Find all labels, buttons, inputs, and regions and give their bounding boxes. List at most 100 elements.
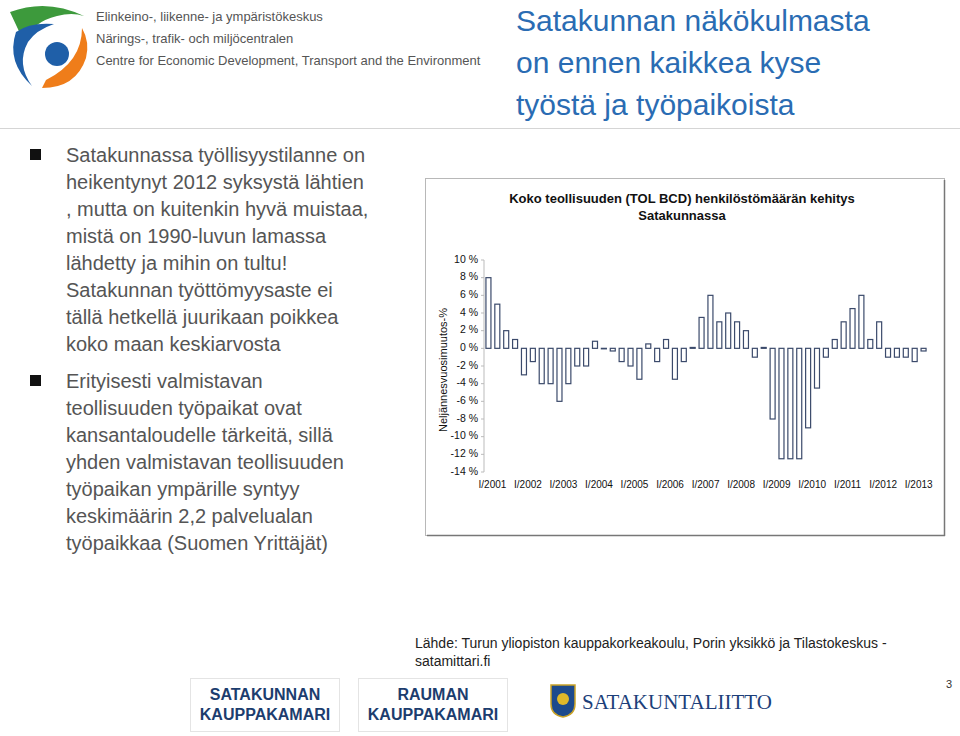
headline-line: työstä ja työpaikoista [516, 84, 870, 126]
x-tick-label: I/2007 [692, 479, 720, 490]
logo-text: RAUMAN [359, 685, 507, 705]
bar [530, 348, 535, 361]
page: { "header": { "lines": [ "Elinkeino-, li… [0, 0, 960, 736]
y-tick-label: -4 % [456, 376, 478, 388]
bullet-list: Satakunnassa työllisyystilanne on heiken… [30, 142, 370, 567]
bar [521, 348, 526, 375]
y-tick [481, 383, 484, 384]
x-tick-label: I/2013 [905, 479, 933, 490]
bar [548, 348, 553, 383]
headline: Satakunnan näkökulmastaon ennen kaikkea … [516, 0, 870, 126]
y-tick-label: 4 % [460, 306, 478, 318]
frame-shadow-bottom [427, 535, 945, 537]
crest-shield [551, 685, 575, 717]
y-tick-label: -2 % [456, 359, 478, 371]
y-tick [481, 313, 484, 314]
logo-text: SATAKUNNAN [191, 685, 339, 705]
logo-satakunnan-kauppakamari: SATAKUNNANKAUPPAKAMARI [190, 678, 340, 732]
y-tick [481, 295, 484, 296]
satakuntaliitto-crest [550, 684, 576, 718]
bar [743, 331, 748, 349]
y-tick-label: 2 % [460, 323, 478, 335]
bar [690, 347, 695, 349]
bar [921, 348, 926, 351]
y-tick [481, 419, 484, 420]
bullet-item: Satakunnassa työllisyystilanne on heiken… [30, 142, 370, 358]
bar [664, 340, 669, 349]
header-line: Närings-, trafik- och miljöcentralen [96, 28, 480, 50]
logo-rauman-kauppakamari: RAUMANKAUPPAKAMARI [358, 678, 508, 732]
bar [637, 348, 642, 379]
bar [877, 322, 882, 349]
bars [486, 278, 926, 459]
bar [770, 348, 775, 419]
y-tick-label: -10 % [451, 429, 478, 441]
bar [681, 348, 686, 361]
x-tick-label: I/2004 [585, 479, 613, 490]
x-tick-label: I/2011 [834, 479, 861, 490]
bullet-marker [30, 149, 41, 160]
x-tick-label: I/2006 [656, 479, 684, 490]
bar [726, 313, 731, 348]
frame-shadow-right [944, 180, 946, 536]
bar [513, 340, 518, 349]
chart-title: Koko teollisuuden (TOL BCD) henkilöstömä… [477, 190, 887, 224]
bar [717, 322, 722, 349]
header-divider [0, 128, 960, 129]
bar [832, 340, 837, 349]
bar [539, 348, 544, 383]
y-tick-label: 6 % [460, 288, 478, 300]
bar [788, 348, 793, 458]
bar [815, 348, 820, 388]
bar [912, 348, 917, 361]
bar [859, 295, 864, 348]
x-tick-label: I/2002 [514, 479, 542, 490]
y-tick-label: 8 % [460, 270, 478, 282]
bar [735, 322, 740, 349]
logo-text: KAUPPAKAMARI [191, 705, 339, 725]
logo-dot [45, 42, 69, 66]
logo-orange [42, 28, 87, 88]
bar [601, 348, 606, 350]
y-axis-label: Neljännesvuosimuutos-% [437, 308, 449, 432]
x-tick-label: I/2009 [763, 479, 791, 490]
x-tick-label: I/2005 [621, 479, 649, 490]
bar [894, 348, 899, 357]
y-tick [481, 260, 484, 261]
y-tick [481, 348, 484, 349]
bar [486, 278, 491, 349]
bar [699, 317, 704, 348]
bar [584, 348, 589, 366]
y-tick [481, 472, 484, 473]
bullet-text: Satakunnassa työllisyystilanne on heiken… [66, 142, 370, 358]
bar [655, 348, 660, 361]
bar [886, 348, 891, 357]
x-tick-label: I/2010 [798, 479, 826, 490]
bar [593, 341, 598, 348]
y-tick-label: -8 % [456, 412, 478, 424]
chart: -14 %-12 %-10 %-8 %-6 %-4 %-2 %0 %2 %4 %… [425, 178, 945, 536]
y-tick [481, 401, 484, 402]
bar [779, 348, 784, 458]
header-line: Centre for Economic Development, Transpo… [96, 50, 480, 72]
page-number: 3 [946, 678, 952, 690]
bullet-marker [30, 375, 41, 386]
logo-text: KAUPPAKAMARI [359, 705, 507, 725]
x-tick-label: I/2003 [550, 479, 578, 490]
y-tick [481, 330, 484, 331]
bar [557, 348, 562, 401]
bar [628, 348, 633, 366]
crest-emblem [557, 693, 569, 705]
bar [566, 348, 571, 383]
bar [806, 348, 811, 428]
ely-logo [2, 2, 92, 94]
y-tick [481, 454, 484, 455]
y-tick-label: 0 % [460, 341, 478, 353]
bar [752, 348, 757, 357]
chart-frame [426, 179, 945, 536]
bar [823, 348, 828, 357]
bar [610, 348, 615, 351]
x-tick-label: I/2012 [869, 479, 897, 490]
bar [850, 309, 855, 349]
bar [672, 348, 677, 379]
